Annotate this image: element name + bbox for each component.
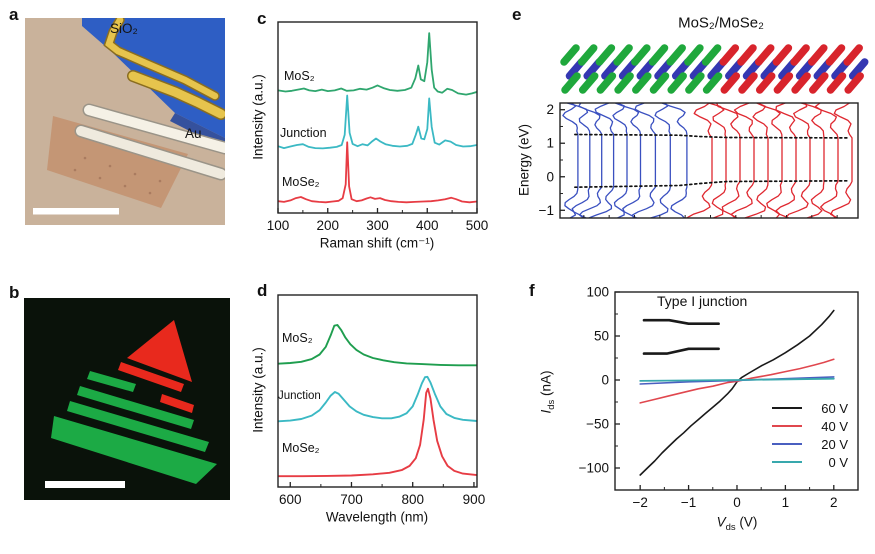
legend-item: 0 V <box>772 453 848 471</box>
mose2-flake <box>47 116 188 208</box>
iv-ylabel: Ids (nA) <box>538 370 558 414</box>
iv-xlabel-symbol: V <box>716 514 726 530</box>
panel-a-image <box>25 18 225 225</box>
panel-a-letter: a <box>9 5 19 24</box>
panel-f-letter: f <box>529 281 535 300</box>
trace-label-junction: Junction <box>278 390 321 402</box>
junction-type-annotation: Type I junction <box>657 293 748 309</box>
panel-b-image <box>24 298 230 500</box>
flake-defect-dots <box>73 156 162 195</box>
red-sliver <box>160 394 194 413</box>
svg-text:700: 700 <box>340 492 363 507</box>
pl-chart: 600 700 800 900 <box>277 294 486 507</box>
atomic-structure-image <box>560 44 869 94</box>
legend-line <box>772 425 802 427</box>
legend-label: 60 V <box>821 400 848 416</box>
legend-line <box>772 443 802 445</box>
trace-label-mos2: MoS₂ <box>284 69 315 83</box>
panel-c-letter: c <box>257 9 267 28</box>
svg-text:100: 100 <box>586 285 609 300</box>
iv-chart: −2 −1 0 1 2 100 50 0 −50 −100 <box>579 285 859 510</box>
au-electrode-1 <box>84 105 225 153</box>
legend-label: 40 V <box>821 418 848 434</box>
raman-chart: 100 200 300 400 500 <box>267 21 489 233</box>
svg-text:1: 1 <box>782 495 790 510</box>
mos2-red-triangle <box>127 320 192 382</box>
panel-e-letter: e <box>512 5 522 24</box>
legend-item: 60 V <box>772 399 848 417</box>
svg-text:−50: −50 <box>586 417 609 432</box>
green-region <box>51 416 217 484</box>
svg-text:100: 100 <box>267 218 290 233</box>
raman-xlabel: Raman shift (cm⁻¹) <box>319 235 435 251</box>
scale-bar <box>45 481 125 488</box>
svg-text:−1: −1 <box>539 203 554 218</box>
red-stripe <box>118 362 184 392</box>
pl-ylabel: Intensity (a.u.) <box>250 347 266 433</box>
heterostructure-title: MoS₂/MoSe₂ <box>678 14 764 32</box>
panel-d-letter: d <box>257 281 268 300</box>
legend-label: 0 V <box>828 454 848 470</box>
legend-label: 20 V <box>821 436 848 452</box>
au-electrode-2 <box>76 126 225 179</box>
panel-b-letter: b <box>9 283 20 302</box>
svg-text:2: 2 <box>830 495 838 510</box>
trace-label-junction: Junction <box>280 126 327 140</box>
svg-text:0: 0 <box>601 373 609 388</box>
svg-text:800: 800 <box>401 492 424 507</box>
iv-xlabel-sub: ds <box>725 522 736 534</box>
svg-text:400: 400 <box>416 218 439 233</box>
svg-text:900: 900 <box>463 492 486 507</box>
svg-text:50: 50 <box>594 329 609 344</box>
trace-label-mose2: MoSe₂ <box>282 175 320 189</box>
gold-bar <box>128 71 225 119</box>
svg-text:300: 300 <box>366 218 389 233</box>
pl-xlabel: Wavelength (nm) <box>325 509 429 525</box>
legend-line <box>772 407 802 409</box>
iv-ylabel-symbol: I <box>538 409 554 414</box>
iv-ylabel-sub: ds <box>546 399 558 410</box>
svg-text:0: 0 <box>546 169 554 184</box>
svg-text:200: 200 <box>316 218 339 233</box>
green-stripe-3 <box>67 401 209 452</box>
au-label: Au <box>185 126 202 141</box>
sio2-label: SiO₂ <box>110 21 138 36</box>
legend-line <box>772 461 802 463</box>
green-stripe-2 <box>77 386 194 429</box>
svg-text:500: 500 <box>466 218 489 233</box>
iv-legend: 60 V 40 V 20 V 0 V <box>772 399 848 471</box>
svg-text:2: 2 <box>546 102 554 117</box>
svg-text:0: 0 <box>733 495 741 510</box>
iv-ylabel-unit: (nA) <box>538 370 554 400</box>
band-ylabel: Energy (eV) <box>516 123 532 197</box>
raman-ylabel: Intensity (a.u.) <box>250 74 266 160</box>
gold-wire <box>105 18 219 100</box>
scale-bar <box>33 208 119 215</box>
legend-item: 40 V <box>772 417 848 435</box>
svg-text:−2: −2 <box>632 495 647 510</box>
svg-text:600: 600 <box>279 492 302 507</box>
svg-text:−100: −100 <box>579 461 609 476</box>
iv-xlabel: Vds (V) <box>717 515 758 532</box>
trace-label-mos2: MoS₂ <box>282 331 313 345</box>
legend-item: 20 V <box>772 435 848 453</box>
iv-xlabel-unit: (V) <box>735 514 758 530</box>
band-alignment-chart: 2 1 0 −1 <box>539 102 859 219</box>
svg-text:−1: −1 <box>681 495 696 510</box>
green-stripe-1 <box>87 371 136 392</box>
trace-label-mose2: MoSe₂ <box>282 441 320 455</box>
svg-text:1: 1 <box>546 136 554 151</box>
